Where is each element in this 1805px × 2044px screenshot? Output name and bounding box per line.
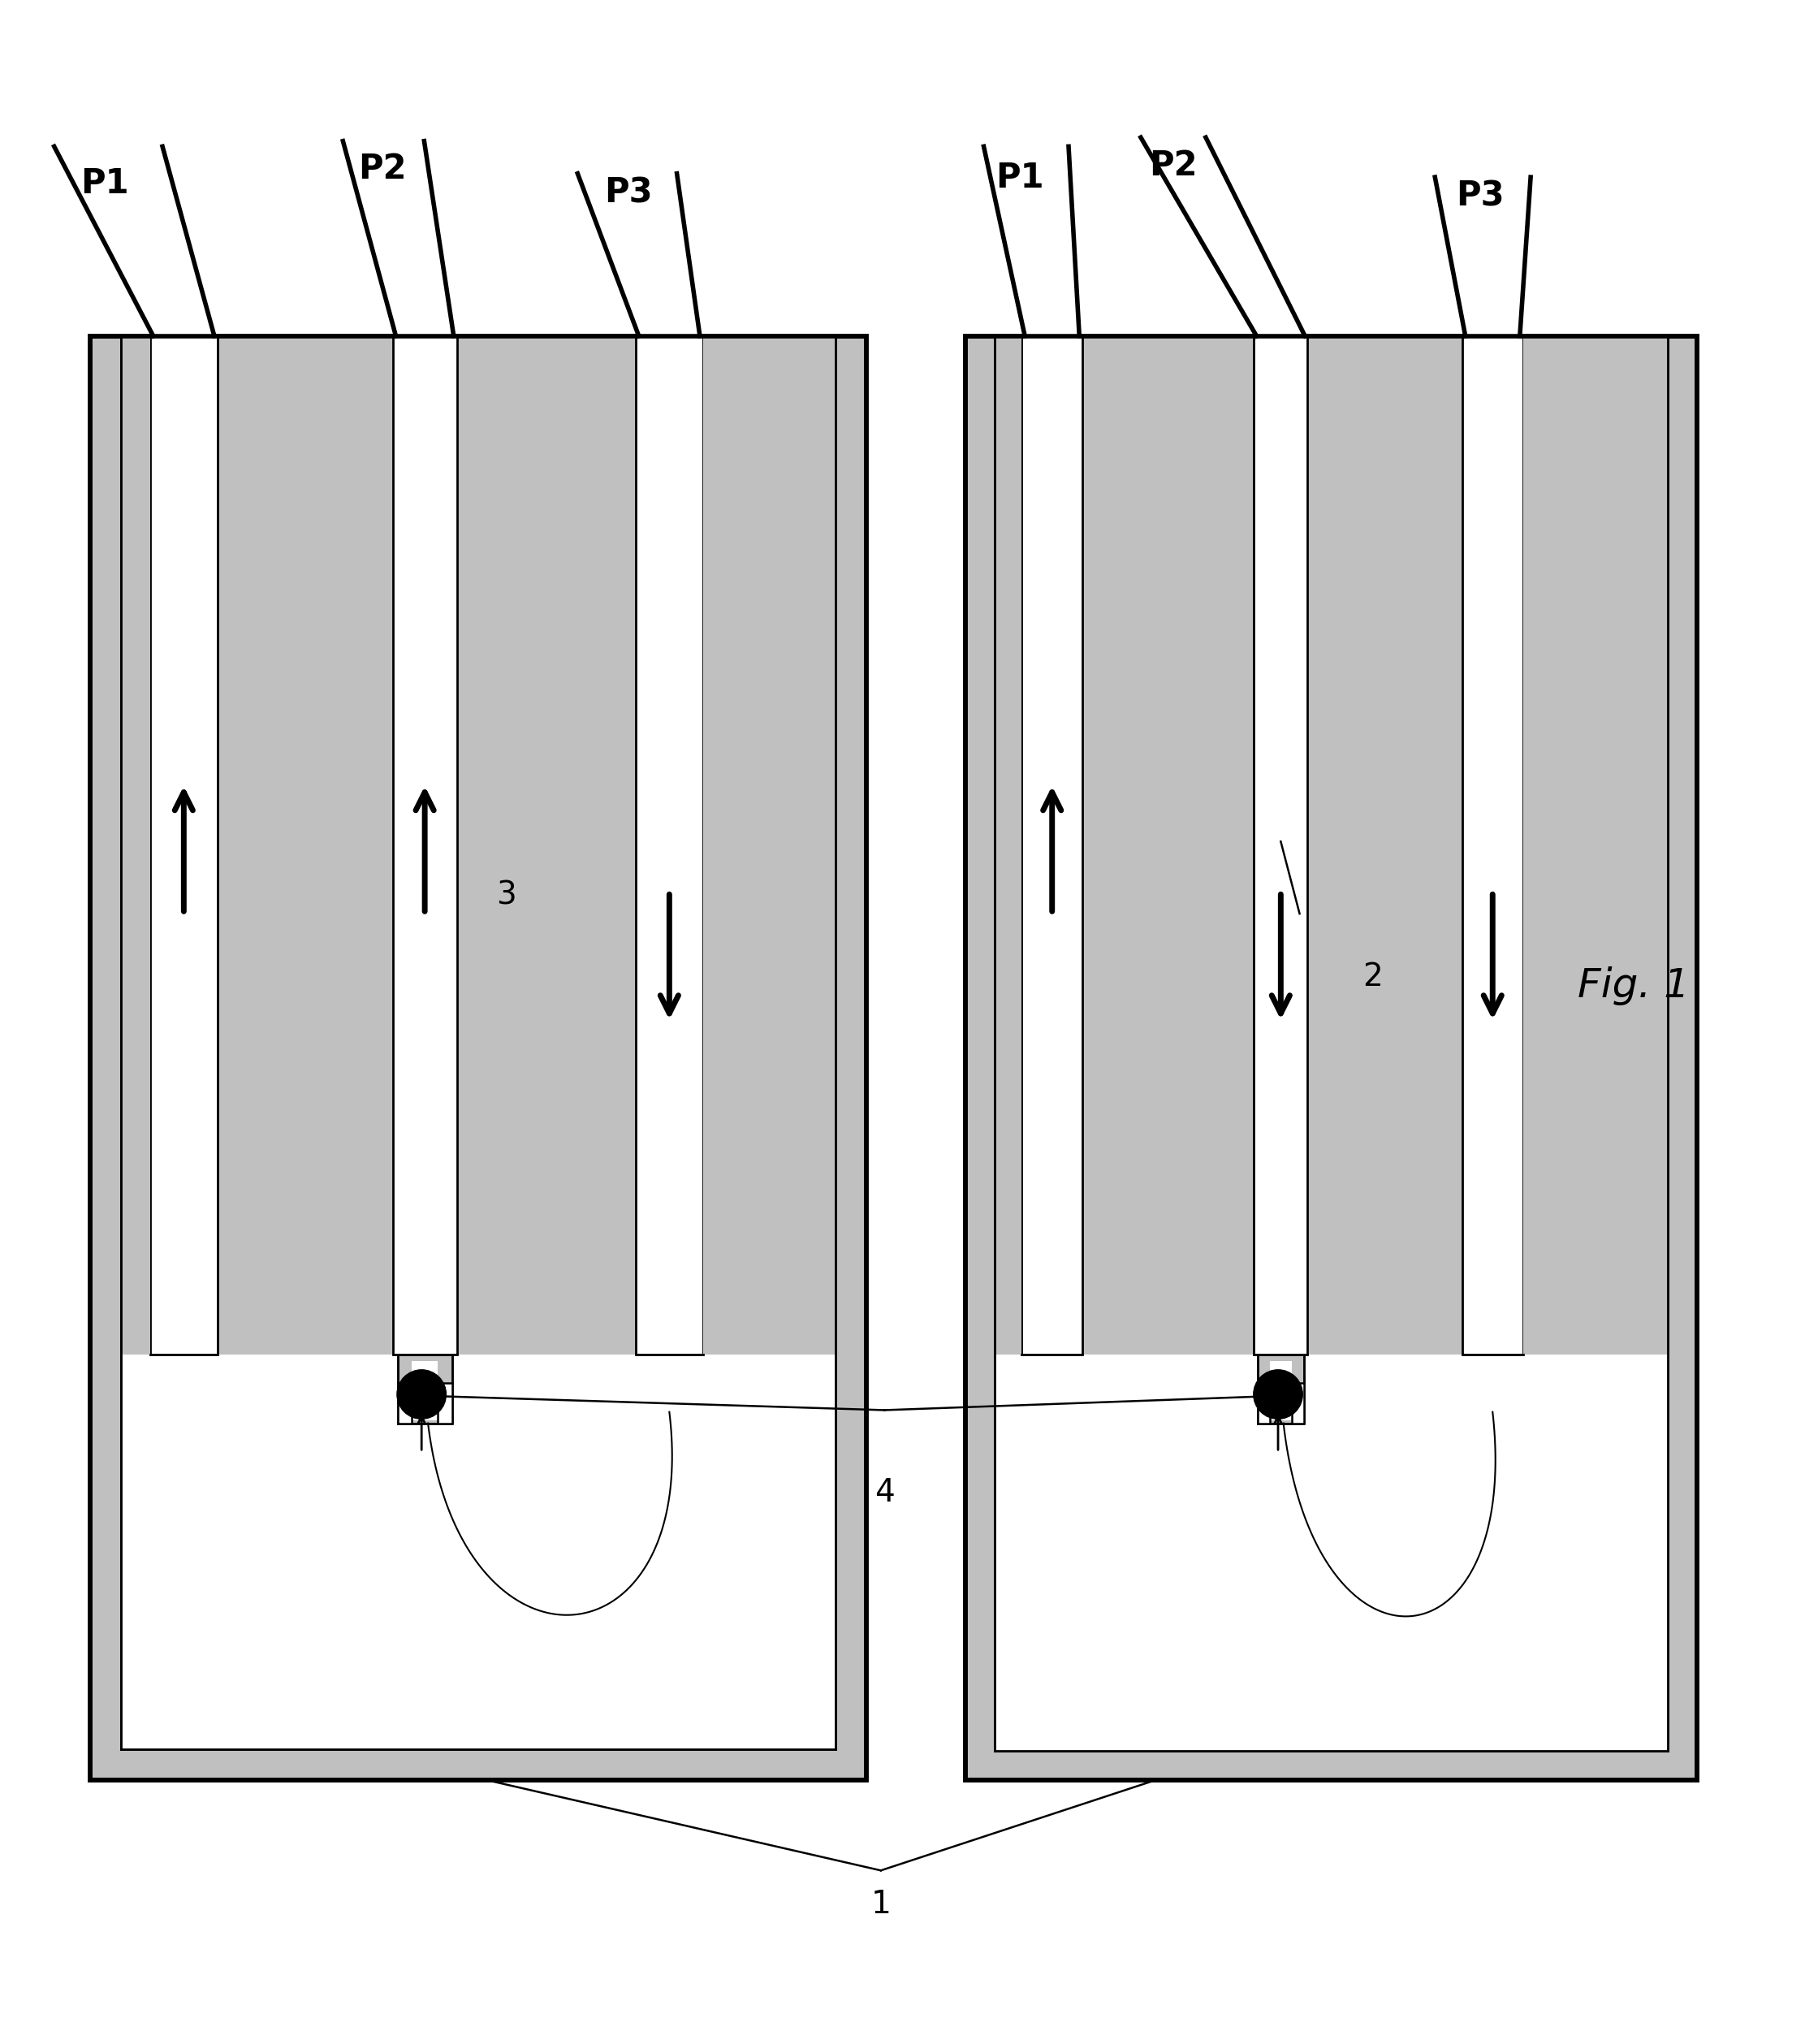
- Bar: [995, 1355, 1668, 1752]
- Bar: [121, 335, 836, 1750]
- Bar: [1462, 335, 1523, 1355]
- Polygon shape: [348, 141, 453, 335]
- Bar: [1022, 335, 1083, 1355]
- Bar: [1258, 1355, 1303, 1423]
- Bar: [1258, 1384, 1269, 1423]
- Text: P3: P3: [1457, 180, 1504, 213]
- Bar: [90, 335, 866, 1780]
- Bar: [412, 1361, 439, 1421]
- Bar: [397, 1384, 412, 1423]
- Text: 1: 1: [870, 1889, 892, 1919]
- Text: P2: P2: [359, 151, 406, 186]
- Text: P1: P1: [996, 161, 1043, 194]
- Bar: [121, 335, 836, 1355]
- Text: 2: 2: [1363, 961, 1383, 991]
- Text: P2: P2: [1150, 149, 1197, 182]
- Polygon shape: [989, 147, 1079, 335]
- Bar: [121, 335, 150, 1355]
- Text: P1: P1: [81, 166, 128, 200]
- Bar: [393, 335, 457, 1355]
- Polygon shape: [1440, 178, 1525, 335]
- Bar: [995, 335, 1022, 1355]
- Text: Fig. 1: Fig. 1: [1578, 967, 1689, 1006]
- Bar: [90, 335, 866, 1780]
- Bar: [1292, 1384, 1303, 1423]
- Bar: [121, 1355, 836, 1750]
- Bar: [1254, 335, 1307, 1355]
- Bar: [995, 335, 1668, 1355]
- Polygon shape: [583, 174, 700, 335]
- Bar: [1269, 1361, 1292, 1421]
- Circle shape: [397, 1369, 446, 1419]
- Polygon shape: [1146, 137, 1305, 335]
- Circle shape: [1253, 1369, 1303, 1419]
- Text: P3: P3: [605, 176, 652, 211]
- Bar: [439, 1384, 451, 1423]
- Bar: [150, 335, 218, 1355]
- Bar: [966, 335, 1697, 1780]
- Polygon shape: [60, 147, 215, 335]
- Bar: [1523, 335, 1668, 1355]
- Bar: [995, 335, 1668, 1752]
- Bar: [397, 1355, 451, 1423]
- Bar: [635, 335, 704, 1355]
- Text: 3: 3: [496, 881, 516, 912]
- Bar: [966, 335, 1697, 1780]
- Bar: [704, 335, 836, 1355]
- Text: 4: 4: [874, 1478, 895, 1508]
